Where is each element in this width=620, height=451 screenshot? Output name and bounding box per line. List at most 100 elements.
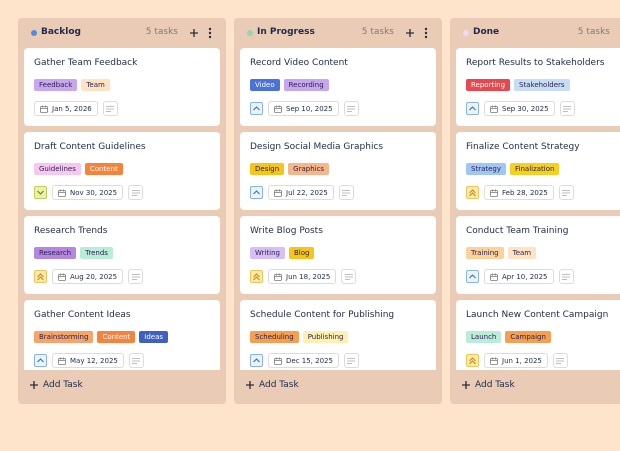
description-icon [338,185,354,200]
card-title: Launch New Content Campaign [466,310,609,320]
column: Done 5 tasks Report Results to Stakeholder… [450,18,620,404]
calendar-icon [490,189,498,197]
tag: Stakeholders [514,79,570,91]
tag: Team [81,79,110,91]
card-footer: May 12, 2025 [34,353,144,368]
priority-icon [34,270,47,283]
tag-list: Strategy Finalization [466,163,560,175]
tag: Strategy [466,163,506,175]
tag: Recording [283,79,329,91]
card-title: Conduct Team Training [466,226,569,236]
card-footer: Dec 15, 2025 [250,353,359,368]
card-title: Write Blog Posts [250,226,323,236]
add-button[interactable] [189,28,201,40]
date-text: May 12, 2025 [70,356,118,365]
description-icon [343,353,359,368]
task-card[interactable]: Research Trends Research Trends Aug 20, 202… [24,216,220,294]
add-task-label: Add Task [259,380,299,390]
calendar-icon [490,105,498,113]
calendar-icon [274,105,282,113]
task-card[interactable]: Draft Content Guidelines Guidelines Conten… [24,132,220,210]
date-text: Aug 20, 2025 [70,272,118,281]
date-text: Jul 22, 2025 [286,188,328,197]
add-task-button[interactable]: Add Task [461,380,515,390]
task-card[interactable]: Record Video Content Video Recording Sep 10… [240,48,436,126]
card-title: Gather Content Ideas [34,310,131,320]
menu-button[interactable] [205,27,217,39]
tag-list: Writing Blog [250,247,315,259]
card-footer: Jul 22, 2025 [250,185,354,200]
tag: Trends [80,247,113,259]
column-title: Backlog [41,27,81,37]
plus-icon [245,380,255,390]
priority-icon [34,354,47,367]
tag: Design [250,163,285,175]
card-footer: Nov 30, 2025 [34,185,144,200]
description-icon [552,353,568,368]
column-header: In Progress 5 tasks [234,18,442,48]
task-card[interactable]: Design Social Media Graphics Design Graphi… [240,132,436,210]
date-text: Jun 1, 2025 [502,356,542,365]
column-title: Done [473,27,500,37]
date-text: Jun 18, 2025 [286,272,331,281]
task-card[interactable]: Schedule Content for Publishing Schedulin… [240,300,436,370]
calendar-icon [490,273,498,281]
calendar-icon [490,357,498,365]
card-title: Research Trends [34,226,108,236]
date-text: Sep 30, 2025 [502,104,549,113]
tag-list: Design Graphics [250,163,330,175]
priority-icon [250,186,263,199]
card-footer: Apr 10, 2025 [466,269,574,284]
tag: Team [507,247,537,259]
description-icon [128,185,144,200]
due-date: Sep 30, 2025 [484,101,555,116]
task-card[interactable]: Write Blog Posts Writing Blog Jun 18, 2025 [240,216,436,294]
description-icon [128,353,144,368]
card-footer: Jun 18, 2025 [250,269,357,284]
due-date: Jun 1, 2025 [484,353,548,368]
add-task-button[interactable]: Add Task [29,380,83,390]
priority-icon [250,270,263,283]
card-title: Record Video Content [250,58,348,68]
task-card[interactable]: Finalize Content Strategy Strategy Finaliz… [456,132,620,210]
due-date: Aug 20, 2025 [52,269,124,284]
due-date: Jan 5, 2026 [34,101,98,116]
task-card[interactable]: Gather Team Feedback Feedback Team Jan 5, 2… [24,48,220,126]
tag: Reporting [466,79,511,91]
date-text: Apr 10, 2025 [502,272,548,281]
date-text: Dec 15, 2025 [286,356,333,365]
priority-icon [34,186,47,199]
date-text: Feb 28, 2025 [502,188,548,197]
description-icon [558,269,574,284]
due-date: Feb 28, 2025 [484,185,554,200]
column-title: In Progress [257,27,315,37]
tag-list: Guidelines Content [34,163,123,175]
task-card[interactable]: Gather Content Ideas Brainstorming Content… [24,300,220,370]
card-list: Record Video Content Video Recording Sep 10… [240,48,436,370]
description-icon [343,101,359,116]
tag: Blog [289,247,315,259]
tag: Ideas [139,331,169,343]
tag: Writing [250,247,285,259]
tag: Launch [466,331,502,343]
task-card[interactable]: Conduct Team Training Training Team Apr 10,… [456,216,620,294]
task-card[interactable]: Launch New Content Campaign Launch Campaig… [456,300,620,370]
task-count: 5 tasks [361,27,394,37]
column-header: Done 5 tasks [450,18,620,48]
status-dot [31,30,37,36]
description-icon [341,269,357,284]
add-task-label: Add Task [475,380,515,390]
add-button[interactable] [405,28,417,40]
card-title: Schedule Content for Publishing [250,310,395,320]
tag-list: Feedback Team [34,79,110,91]
tag-list: Launch Campaign [466,331,551,343]
tag-list: Video Recording [250,79,329,91]
task-card[interactable]: Report Results to Stakeholders Reporting S… [456,48,620,126]
priority-icon [466,102,479,115]
tag: Content [84,163,123,175]
date-text: Jan 5, 2026 [52,104,92,113]
priority-icon [466,270,479,283]
menu-button[interactable] [421,27,433,39]
add-task-button[interactable]: Add Task [245,380,299,390]
